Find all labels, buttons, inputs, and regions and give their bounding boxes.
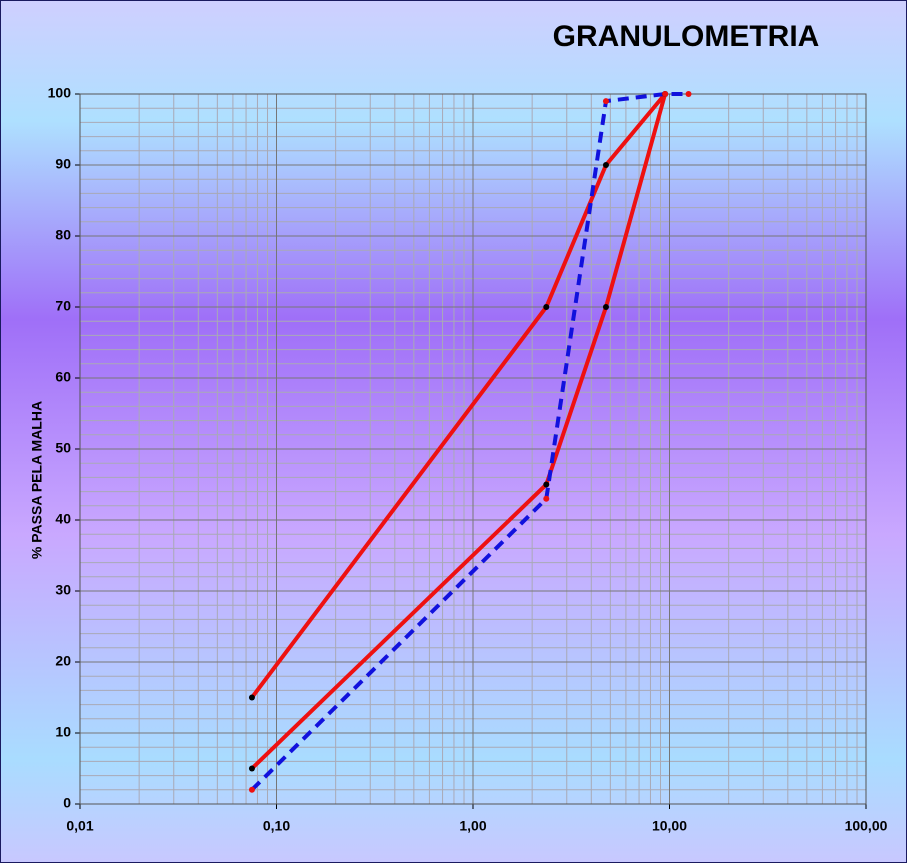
plot-frame [79,93,867,805]
chart-title: GRANULOMETRIA [553,20,820,53]
y-tick-label: 90 [55,156,71,172]
y-tick-label: 60 [55,369,71,385]
y-tick-label: 80 [55,227,71,243]
data-point [543,481,550,488]
data-point [248,786,255,793]
y-axis-label: % PASSA PELA MALHA [29,401,45,559]
y-tick-label: 50 [55,440,71,456]
series-line [250,93,668,770]
y-tick-label: 70 [55,298,71,314]
y-tick-label: 0 [63,795,71,811]
data-point [602,162,609,168]
data-point [602,304,609,310]
y-tick-label: 40 [55,511,71,527]
plot [248,91,692,793]
data-point [602,98,609,105]
y-tick-label: 10 [55,724,71,740]
series-line [250,92,667,699]
y-tick-label: 100 [48,85,72,101]
y-tick-label: 20 [55,653,71,669]
x-tick-label: 0,01 [66,818,93,834]
x-tick-label: 10,00 [652,818,687,834]
x-tick-label: 0,10 [263,818,290,834]
data-point [543,304,550,310]
data-point [662,91,669,97]
grid [75,93,867,809]
x-tick-label: 100,00 [845,818,888,834]
y-tick-label: 30 [55,582,71,598]
data-point [543,495,550,502]
data-point [248,694,255,701]
data-point [685,91,692,97]
x-tick-label: 1,00 [459,818,486,834]
data-point [248,765,255,772]
